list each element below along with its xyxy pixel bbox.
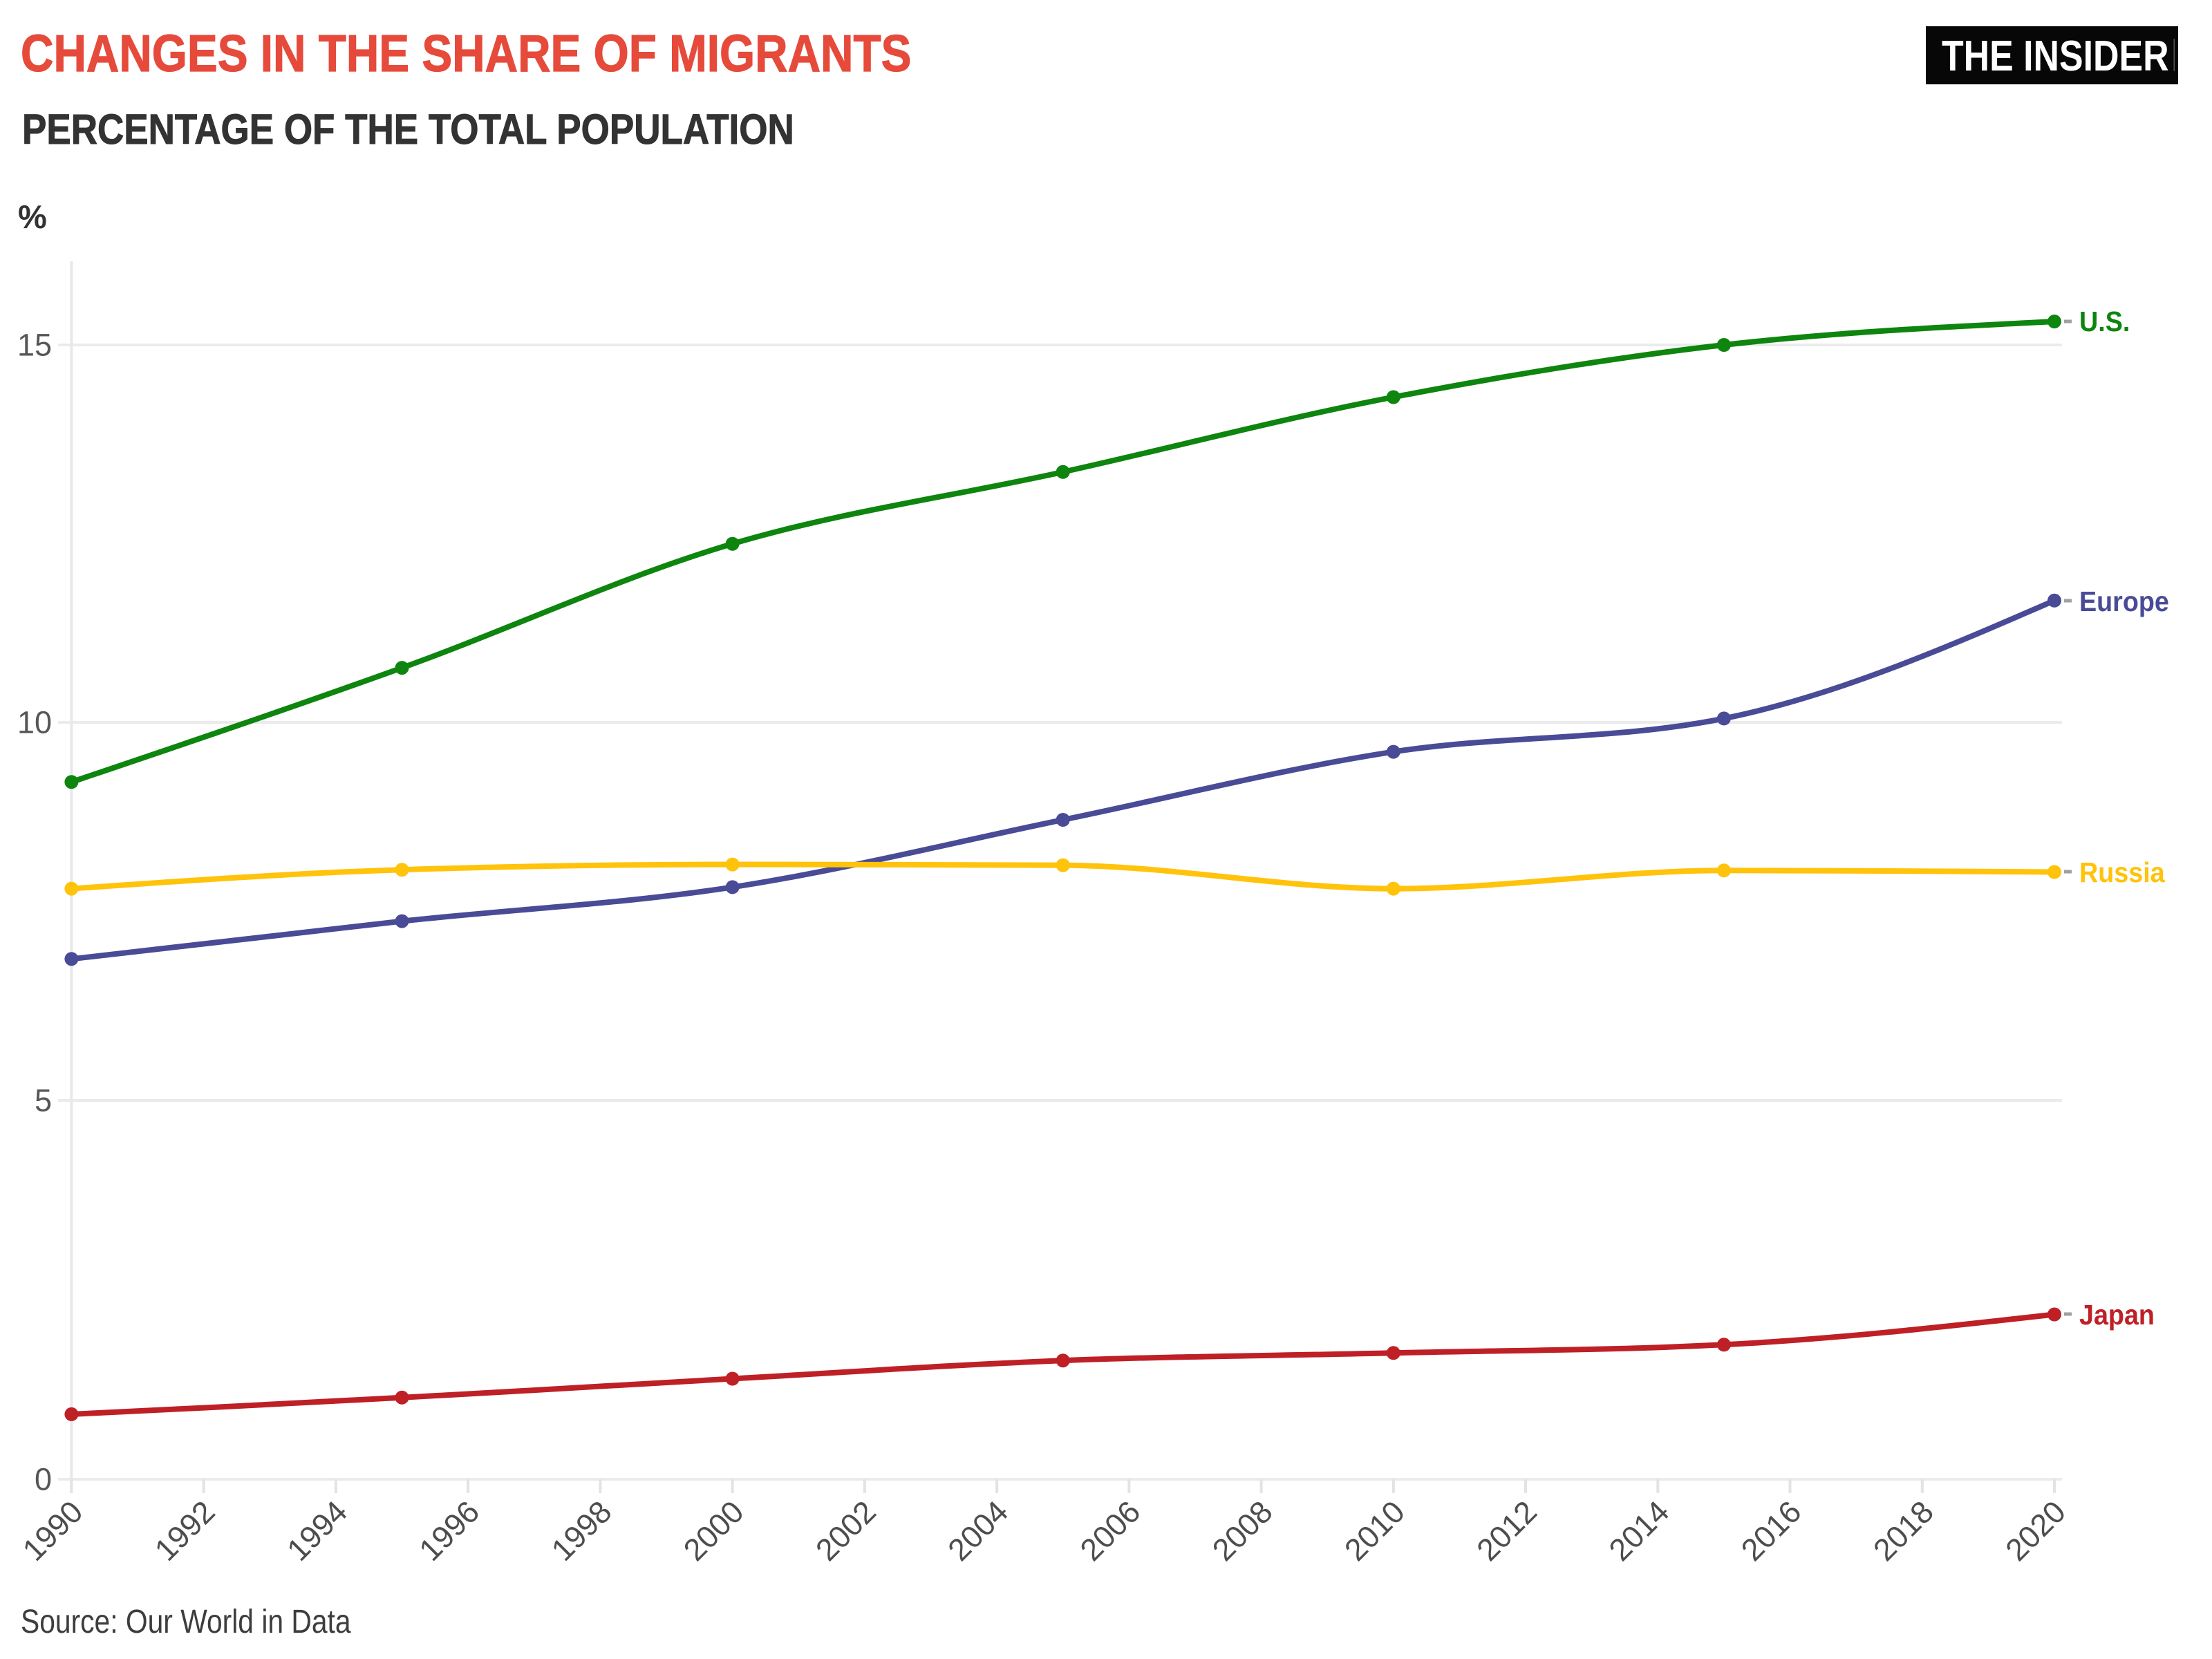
svg-text:U.S.: U.S. xyxy=(2079,306,2130,338)
svg-text:Japan: Japan xyxy=(2079,1300,2155,1331)
svg-text:THE INSIDER: THE INSIDER xyxy=(1942,32,2169,80)
svg-text:0: 0 xyxy=(35,1462,52,1497)
svg-text:CHANGES IN THE SHARE OF MIGRAN: CHANGES IN THE SHARE OF MIGRANTS xyxy=(21,24,911,82)
svg-text:%: % xyxy=(18,198,47,235)
svg-text:15: 15 xyxy=(17,328,52,363)
svg-text:Russia: Russia xyxy=(2079,857,2166,889)
svg-text:Europe: Europe xyxy=(2079,586,2169,618)
svg-text:5: 5 xyxy=(35,1083,52,1118)
svg-text:Source: Our World in Data: Source: Our World in Data xyxy=(21,1604,351,1640)
svg-text:10: 10 xyxy=(17,705,52,740)
svg-text:PERCENTAGE OF THE TOTAL POPULA: PERCENTAGE OF THE TOTAL POPULATION xyxy=(22,106,794,153)
